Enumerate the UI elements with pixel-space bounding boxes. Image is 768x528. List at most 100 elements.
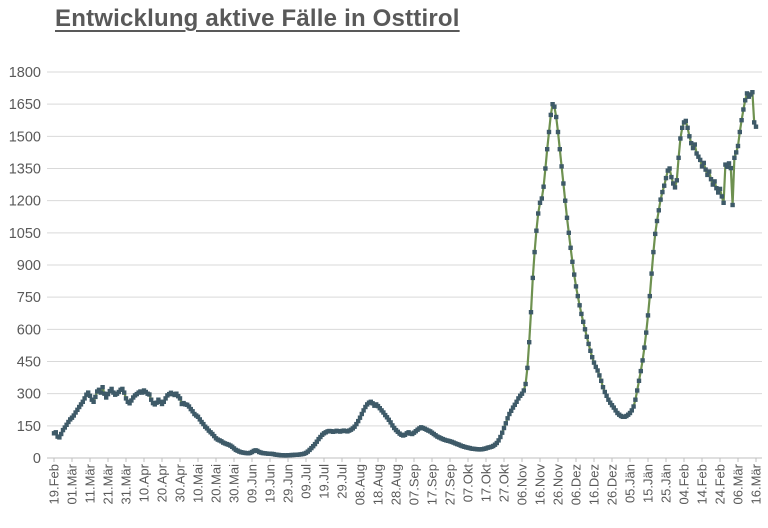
x-axis-tick-label: 05.Jän — [623, 464, 638, 503]
data-point-marker — [581, 319, 586, 324]
data-point-marker — [726, 161, 732, 166]
data-point-marker — [608, 400, 613, 405]
data-point-marker — [753, 124, 759, 129]
x-axis-tick-label: 21.Mär — [101, 463, 116, 504]
data-point-marker — [579, 311, 584, 317]
data-point-marker — [732, 155, 737, 160]
y-axis-labels: 0 150 300 450 600 750 900 1050 1200 1350 1500 1650 1… — [9, 65, 41, 467]
data-point-marker — [649, 271, 654, 276]
data-point-marker — [496, 438, 501, 443]
data-point-marker — [725, 164, 730, 169]
data-point-marker — [161, 399, 166, 404]
data-point-marker — [546, 129, 552, 135]
data-point-marker — [523, 381, 528, 387]
data-point-marker — [519, 391, 525, 396]
data-point-marker — [127, 401, 132, 406]
x-axis-labels: 19.Feb 01.Mär 11.Mär 21.Mär 31.Mär 10.Apr 20.A… — [47, 458, 764, 505]
data-point-marker — [96, 387, 102, 392]
data-point-marker — [80, 399, 85, 404]
data-point-marker — [710, 182, 715, 187]
data-point-marker — [743, 98, 748, 103]
data-point-marker — [527, 340, 532, 345]
data-point-marker — [384, 415, 390, 420]
series-markers — [51, 90, 759, 458]
data-point-marker — [363, 404, 368, 410]
data-point-marker — [730, 202, 735, 208]
data-point-marker — [147, 392, 152, 397]
x-axis-tick-label: 27.Sep — [443, 464, 458, 505]
x-axis-tick-label: 20.Mai — [209, 464, 224, 503]
x-axis-tick-label: 15.Jän — [641, 464, 656, 503]
data-point-marker — [539, 196, 544, 201]
x-axis-tick-label: 19.Jun — [263, 464, 278, 503]
data-point-marker — [78, 402, 84, 407]
data-point-marker — [723, 162, 728, 167]
data-point-marker — [572, 272, 577, 277]
data-point-marker — [500, 430, 505, 435]
data-point-marker — [640, 358, 645, 363]
data-point-marker — [509, 408, 514, 413]
data-point-marker — [541, 184, 546, 189]
x-axis-tick-label: 18.Aug — [371, 464, 386, 505]
data-point-marker — [557, 147, 562, 152]
data-point-marker — [642, 345, 647, 350]
data-point-marker — [660, 189, 665, 195]
data-point-marker — [564, 215, 570, 220]
data-point-marker — [737, 129, 742, 135]
data-point-marker — [701, 160, 706, 166]
y-axis-tick-label: 450 — [17, 355, 41, 371]
data-point-marker — [186, 404, 192, 409]
data-point-marker — [604, 393, 609, 398]
y-axis-tick-label: 1800 — [9, 65, 41, 81]
data-point-marker — [66, 419, 71, 425]
data-point-marker — [102, 391, 107, 396]
data-point-marker — [593, 364, 598, 370]
data-point-marker — [59, 431, 64, 437]
data-point-marker — [588, 348, 593, 353]
data-point-marker — [109, 386, 114, 392]
x-axis-tick-label: 20.Apr — [155, 463, 170, 502]
data-point-marker — [678, 136, 683, 141]
data-point-marker — [357, 415, 363, 420]
data-point-marker — [672, 185, 678, 190]
data-point-marker — [57, 435, 62, 440]
x-axis-tick-label: 19.Jul — [317, 464, 332, 499]
x-axis-tick-label: 14.Feb — [695, 464, 710, 504]
data-point-marker — [599, 378, 604, 383]
data-point-marker — [122, 390, 127, 395]
data-point-marker — [75, 407, 80, 412]
data-point-marker — [195, 414, 201, 419]
data-point-marker — [600, 385, 606, 390]
data-point-marker — [498, 434, 503, 440]
data-point-marker — [71, 413, 76, 418]
data-point-marker — [545, 147, 550, 152]
data-point-marker — [692, 142, 697, 147]
y-axis-tick-label: 750 — [17, 290, 41, 306]
data-point-marker — [638, 368, 643, 374]
data-point-marker — [381, 410, 386, 415]
x-axis-tick-label: 17.Sep — [425, 464, 440, 505]
x-axis-tick-label: 26.Nov — [551, 464, 566, 506]
data-point-marker — [676, 155, 681, 160]
data-point-marker — [532, 249, 537, 255]
x-axis-tick-label: 10.Mai — [191, 464, 206, 503]
data-point-marker — [651, 249, 656, 255]
data-point-marker — [120, 386, 125, 392]
x-axis-tick-label: 26.Dez — [605, 464, 620, 505]
y-axis-tick-label: 0 — [33, 451, 41, 467]
data-point-marker — [100, 385, 105, 390]
data-point-marker — [359, 411, 364, 417]
data-point-marker — [654, 218, 660, 224]
x-axis-tick-label: 07.Okt — [461, 464, 476, 503]
data-point-marker — [635, 388, 640, 393]
x-axis-tick-label: 19.Feb — [47, 464, 62, 504]
data-point-marker — [705, 172, 710, 178]
data-point-marker — [647, 293, 652, 299]
data-point-marker — [505, 416, 510, 421]
data-point-marker — [680, 125, 685, 130]
x-axis-tick-label: 11.Mär — [83, 463, 98, 503]
data-point-marker — [501, 425, 507, 431]
data-point-marker — [69, 415, 75, 420]
data-point-marker — [606, 397, 611, 402]
data-point-marker — [703, 167, 708, 172]
